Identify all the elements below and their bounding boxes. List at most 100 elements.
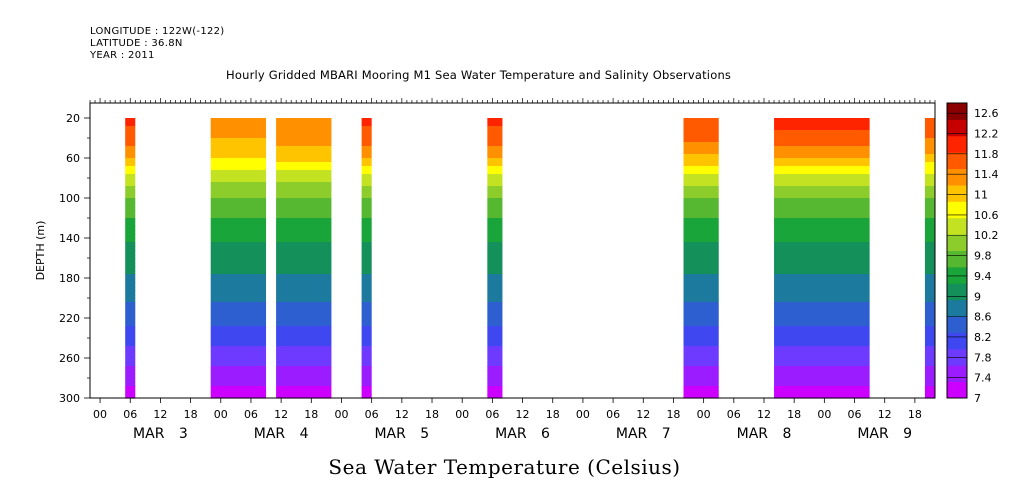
data-cell [487, 166, 503, 171]
data-cell [210, 270, 267, 275]
data-cell [774, 250, 870, 255]
data-cell [924, 338, 935, 343]
data-cell [125, 314, 136, 319]
data-cell [487, 122, 503, 127]
data-cell [125, 394, 136, 399]
data-cell [774, 338, 870, 343]
x-tick-label: 00 [93, 408, 107, 421]
data-cell [210, 326, 267, 331]
data-cell [210, 282, 267, 287]
data-cell [774, 306, 870, 311]
data-cell [361, 122, 372, 127]
data-cell [125, 262, 136, 267]
data-cell [683, 238, 719, 243]
data-cell [125, 202, 136, 207]
data-cell [774, 310, 870, 315]
data-cell [683, 350, 719, 355]
data-cell [487, 210, 503, 215]
data-cell [361, 254, 372, 259]
data-cell [276, 282, 332, 287]
data-cell [683, 278, 719, 283]
data-cell [361, 266, 372, 271]
data-cell [487, 194, 503, 199]
data-cell [210, 142, 267, 147]
data-cell [125, 362, 136, 367]
data-cell [683, 258, 719, 263]
data-cell [924, 290, 935, 295]
data-cell [487, 206, 503, 211]
data-cell [487, 298, 503, 303]
data-cell [361, 258, 372, 263]
data-cell [125, 286, 136, 291]
data-cell [276, 134, 332, 139]
data-cell [487, 118, 503, 123]
data-cell [487, 126, 503, 131]
data-cell [125, 346, 136, 351]
data-cell [924, 370, 935, 375]
data-cell [361, 142, 372, 147]
data-cell [924, 286, 935, 291]
data-cell [276, 138, 332, 143]
data-cell [683, 322, 719, 327]
data-cell [924, 274, 935, 279]
data-cell [361, 386, 372, 391]
data-cell [487, 362, 503, 367]
data-cell [361, 194, 372, 199]
data-cell [125, 138, 136, 143]
colorbar-label: 11.8 [974, 148, 999, 161]
data-cell [276, 190, 332, 195]
x-tick-label: 12 [636, 408, 650, 421]
data-cell [361, 198, 372, 203]
data-cell [924, 182, 935, 187]
data-cell [774, 198, 870, 203]
data-cell [210, 330, 267, 335]
data-cell [487, 322, 503, 327]
data-cell [361, 326, 372, 331]
data-cell [924, 294, 935, 299]
data-cell [487, 346, 503, 351]
data-cell [210, 154, 267, 159]
data-cell [210, 246, 267, 251]
data-cell [125, 298, 136, 303]
data-cell [361, 390, 372, 395]
data-cell [487, 158, 503, 163]
data-cell [683, 302, 719, 307]
data-cell [361, 146, 372, 151]
y-tick-label: 260 [59, 352, 80, 365]
x-tick-label: 12 [274, 408, 288, 421]
data-cell [361, 366, 372, 371]
data-cell [774, 298, 870, 303]
colorbar-label: 8.2 [974, 331, 992, 344]
data-cell [487, 274, 503, 279]
data-cell [276, 334, 332, 339]
data-cell [683, 170, 719, 175]
data-cell [125, 186, 136, 191]
data-cell [361, 378, 372, 383]
data-cell [683, 382, 719, 387]
data-cell [683, 142, 719, 147]
data-cell [276, 362, 332, 367]
data-cell [683, 346, 719, 351]
data-cell [683, 178, 719, 183]
data-cell [361, 302, 372, 307]
data-cell [487, 330, 503, 335]
data-cell [924, 170, 935, 175]
data-cell [774, 234, 870, 239]
data-cell [487, 198, 503, 203]
data-cell [210, 238, 267, 243]
data-cell [125, 146, 136, 151]
data-cell [210, 350, 267, 355]
data-cell [210, 254, 267, 259]
data-cell [774, 230, 870, 235]
x-tick-label: 00 [697, 408, 711, 421]
x-day-label: MAR 5 [374, 426, 429, 442]
data-cell [487, 354, 503, 359]
data-cell [774, 314, 870, 319]
data-cell [683, 206, 719, 211]
data-cell [210, 234, 267, 239]
colorbar-swatch [947, 316, 967, 333]
data-cell [683, 158, 719, 163]
data-cell [683, 118, 719, 123]
data-cell [487, 250, 503, 255]
data-cell [774, 350, 870, 355]
